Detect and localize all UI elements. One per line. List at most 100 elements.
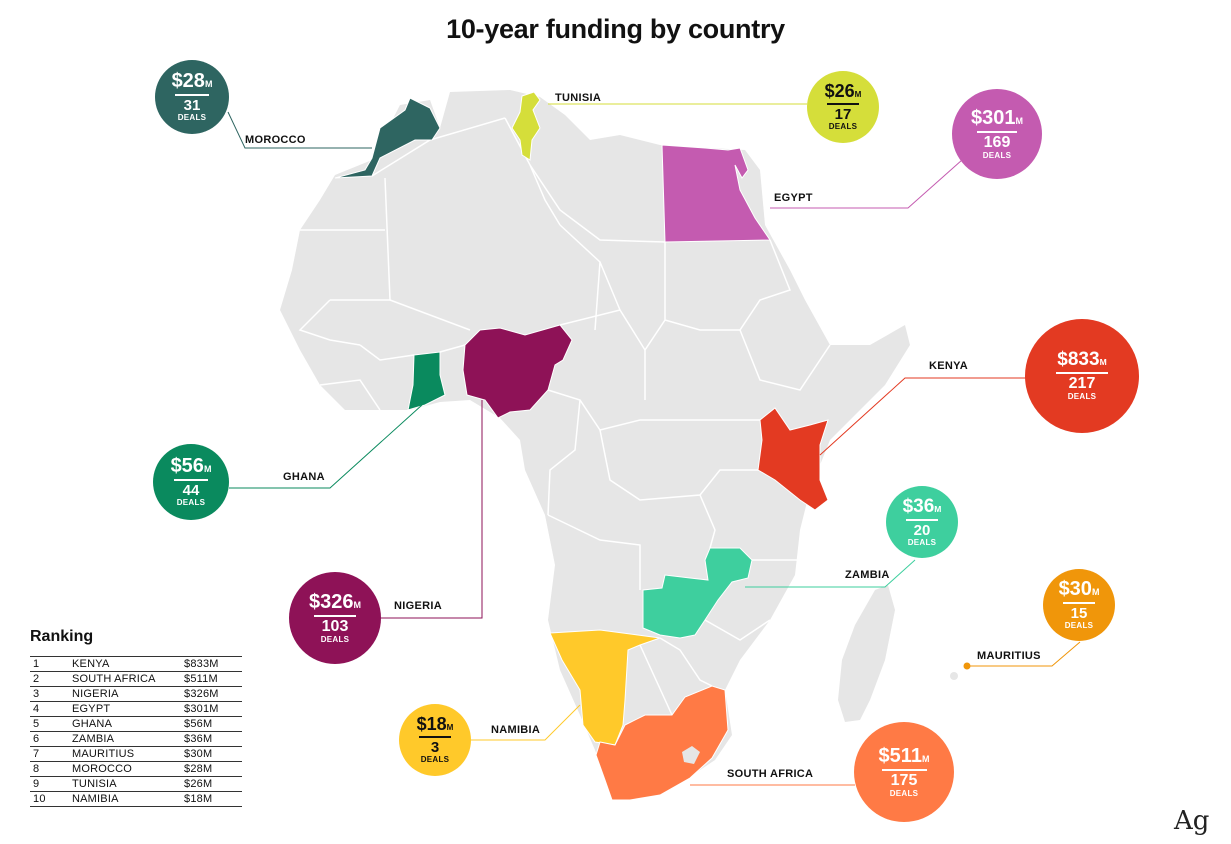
amount-unit: M [934, 503, 942, 514]
amount-unit: M [854, 90, 862, 100]
label-morocco: MOROCCO [245, 134, 306, 146]
map-base [280, 90, 958, 800]
label-nigeria: NIGERIA [394, 600, 442, 612]
bubble-divider [175, 94, 209, 97]
border-line [547, 389, 760, 431]
label-tunisia: TUNISIA [555, 92, 602, 104]
ag-logo: Ag [1174, 806, 1210, 836]
ranking-country: ZAMBIA [72, 733, 115, 745]
country-lesotho [682, 746, 700, 764]
leader-line-mauritius [970, 641, 1081, 667]
ranking-country: SOUTH AFRICA [72, 673, 156, 685]
border-line [704, 619, 771, 641]
bubble-south_africa[interactable]: $511M 175 DEALS [854, 722, 954, 822]
leader-line-kenya [819, 377, 1026, 456]
bubble-deals-count: 20 [913, 521, 931, 539]
bubble-divider [826, 103, 860, 106]
bubble-deals-count: 103 [321, 617, 349, 635]
border-line [319, 379, 381, 411]
country-south-africa[interactable] [595, 685, 729, 801]
amount-unit: M [203, 464, 212, 475]
label-ghana: GHANA [283, 471, 325, 483]
bubble-ghana[interactable]: $56M 44 DEALS [153, 444, 229, 520]
ranking-title: Ranking [30, 628, 94, 645]
bubble-deals-label: DEALS [982, 150, 1012, 160]
border-line [599, 261, 621, 311]
ranking-value: $30M [184, 748, 213, 760]
country-mauritius[interactable] [962, 661, 972, 671]
ranking-value: $28M [184, 763, 213, 775]
ranking-row: 9 TUNISIA $26M [30, 776, 242, 791]
country-egypt[interactable] [661, 144, 771, 243]
leader-lines [227, 103, 1081, 786]
bubble-divider [905, 518, 939, 521]
border-line [739, 329, 831, 391]
country-tunisia[interactable] [511, 91, 541, 161]
bubble-amount: $511M [879, 746, 930, 766]
leader-line-namibia [470, 704, 581, 741]
country-nigeria[interactable] [462, 324, 573, 419]
ranking-country: KENYA [72, 658, 110, 670]
bubble-divider [1056, 372, 1108, 375]
ranking-rank: 4 [33, 703, 40, 715]
amount-value: $511 [878, 744, 922, 767]
ranking-row: 10 NAMIBIA $18M [30, 791, 242, 807]
ranking-rank: 9 [33, 778, 40, 790]
bubble-divider [976, 130, 1018, 133]
border-line [599, 429, 758, 501]
amount-value: $301 [971, 106, 1016, 129]
bubble-deals-label: DEALS [1067, 392, 1097, 402]
bubble-divider [314, 614, 356, 617]
border-line [664, 239, 791, 331]
border-line [644, 242, 666, 400]
country-morocco[interactable] [334, 97, 441, 179]
border-line [639, 644, 673, 716]
bubble-deals-label: DEALS [177, 113, 207, 123]
ranking-value: $833M [184, 658, 219, 670]
amount-value: $28 [171, 70, 205, 93]
bubble-divider [418, 736, 452, 739]
ranking-row: 6 ZAMBIA $36M [30, 731, 242, 746]
bubble-amount: $56M [171, 456, 212, 476]
bubble-amount: $301M [971, 108, 1023, 128]
bubble-deals-count: 31 [183, 97, 201, 115]
border-line [298, 299, 361, 346]
border-line [659, 637, 713, 687]
country-zambia[interactable] [642, 547, 753, 639]
amount-unit: M [353, 599, 362, 610]
amount-value: $56 [170, 455, 204, 478]
ranking-row: 5 GHANA $56M [30, 716, 242, 731]
bubble-namibia[interactable]: $18M 3 DEALS [399, 704, 471, 776]
bubble-deals-count: 169 [983, 133, 1011, 151]
border-line [547, 399, 581, 516]
bubble-tunisia[interactable]: $26M 17 DEALS [807, 71, 879, 143]
bubble-egypt[interactable]: $301M 169 DEALS [952, 89, 1042, 179]
bubble-nigeria[interactable]: $326M 103 DEALS [289, 572, 381, 664]
bubble-amount: $26M [825, 82, 862, 100]
bubble-kenya[interactable]: $833M 217 DEALS [1025, 319, 1139, 433]
amount-value: $26 [824, 81, 855, 102]
bubble-mauritius[interactable]: $30M 15 DEALS [1043, 569, 1115, 641]
bubble-deals-label: DEALS [889, 788, 919, 798]
ranking-value: $56M [184, 718, 213, 730]
bubble-deals-count: 217 [1068, 375, 1096, 393]
bubble-amount: $18M [417, 715, 454, 733]
amount-unit: M [446, 723, 454, 733]
border-line [547, 514, 641, 590]
country-namibia[interactable] [549, 629, 661, 746]
bubble-zambia[interactable]: $36M 20 DEALS [886, 486, 958, 558]
country-ghana[interactable] [407, 351, 446, 411]
amount-unit: M [1099, 357, 1107, 368]
ranking-row: 7 MAURITIUS $30M [30, 746, 242, 761]
bubble-deals-label: DEALS [1064, 621, 1094, 631]
ranking-row: 8 MOROCCO $28M [30, 761, 242, 776]
bubble-morocco[interactable]: $28M 31 DEALS [155, 60, 229, 134]
label-kenya: KENYA [929, 360, 968, 372]
country-kenya[interactable] [757, 407, 829, 511]
bubble-deals-count: 15 [1070, 605, 1088, 623]
ranking-rank: 6 [33, 733, 40, 745]
ranking-table: Ranking 1 KENYA $833M 2 SOUTH AFRICA $511M 3 NI… [30, 628, 242, 807]
bubble-deals-label: DEALS [420, 755, 450, 765]
chart-title: 10-year funding by country [446, 14, 785, 44]
border-line [359, 344, 415, 361]
